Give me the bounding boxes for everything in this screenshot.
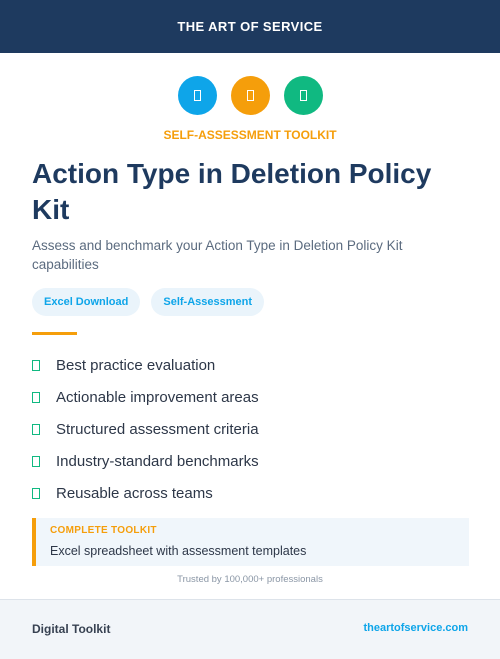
feature-label: Best practice evaluation (56, 356, 216, 374)
list-item: Actionable improvement areas (32, 381, 259, 413)
toolkit-kicker: SELF-ASSESSMENT TOOLKIT (163, 128, 337, 142)
list-item: Reusable across teams (32, 477, 259, 509)
check-icon (32, 423, 40, 435)
callout-title: COMPLETE TOOLKIT (50, 525, 157, 536)
trusted-note: Trusted by 100,000+ professionals (177, 574, 323, 585)
check-icon (32, 359, 40, 371)
list-item: Best practice evaluation (32, 349, 259, 381)
tag-self-assessment: Self-Assessment (151, 288, 265, 316)
check-icon (32, 391, 40, 403)
header-bar: THE ART OF SERVICE (0, 0, 500, 53)
page-title: Action Type in Deletion Policy Kit (32, 158, 432, 225)
feature-label: Actionable improvement areas (56, 388, 259, 406)
check-icon (32, 487, 40, 499)
tag-excel-download: Excel Download (32, 288, 141, 316)
document-icon (177, 76, 217, 115)
accent-divider (32, 332, 77, 335)
footer-bar: Digital Toolkit theartofservice.com (0, 599, 500, 659)
tag-list: Excel Download Self-Assessment (32, 288, 265, 316)
footer-label: Digital Toolkit (32, 622, 111, 636)
page-subtitle: Assess and benchmark your Action Type in… (32, 238, 403, 272)
feature-label: Industry-standard benchmarks (56, 452, 259, 470)
feature-label: Reusable across teams (56, 484, 213, 502)
callout-text: Excel spreadsheet with assessment templa… (50, 544, 307, 558)
toolkit-callout: COMPLETE TOOLKIT Excel spreadsheet with … (32, 518, 469, 566)
icon-row (0, 76, 500, 115)
feature-label: Structured assessment criteria (56, 420, 259, 438)
brand-name: THE ART OF SERVICE (177, 19, 323, 34)
website-link[interactable]: theartofservice.com (363, 622, 468, 634)
list-item: Structured assessment criteria (32, 413, 259, 445)
check-icon (32, 455, 40, 467)
document-icon (230, 76, 270, 115)
feature-list: Best practice evaluation Actionable impr… (32, 349, 259, 509)
list-item: Industry-standard benchmarks (32, 445, 259, 477)
document-icon (283, 76, 323, 115)
